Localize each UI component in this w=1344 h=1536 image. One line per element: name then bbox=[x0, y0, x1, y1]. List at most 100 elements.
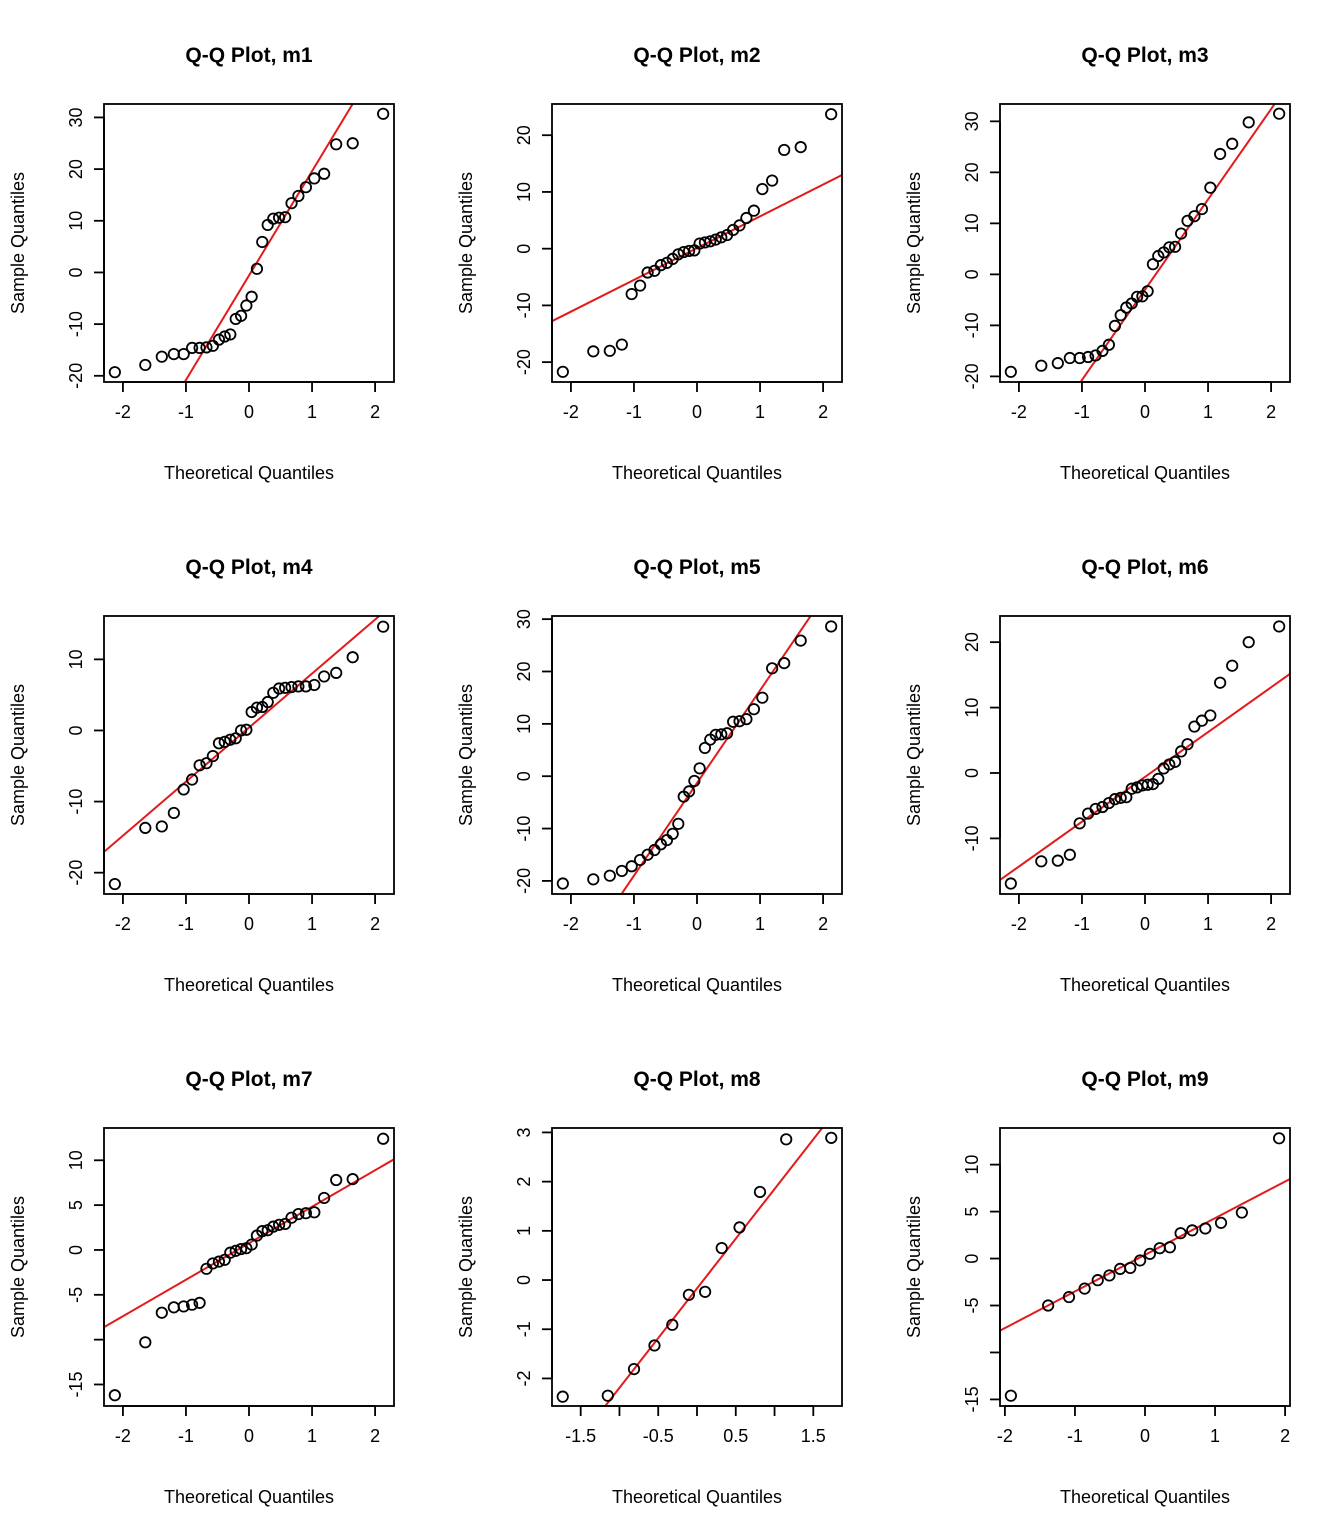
qq-point bbox=[1035, 359, 1048, 372]
qq-point bbox=[200, 757, 213, 770]
qq-point bbox=[1186, 1224, 1199, 1237]
qq-point bbox=[601, 1389, 614, 1402]
qq-point bbox=[740, 713, 753, 726]
qq-point bbox=[1204, 181, 1217, 194]
qq-point bbox=[1089, 802, 1102, 816]
qq-point bbox=[272, 1218, 286, 1231]
qq-point bbox=[1073, 817, 1086, 830]
y-tick-label: -10 bbox=[962, 312, 982, 338]
y-axis-label: Sample Quantiles bbox=[456, 172, 476, 314]
qq-point bbox=[299, 680, 313, 693]
x-tick-label: 1 bbox=[1210, 1426, 1220, 1446]
y-tick-label: -10 bbox=[66, 789, 86, 815]
qq-point bbox=[1078, 1282, 1091, 1295]
qq-point bbox=[794, 141, 807, 154]
qq-point bbox=[292, 189, 305, 203]
qq-point bbox=[185, 1298, 199, 1311]
qq-point bbox=[587, 873, 600, 886]
qq-panel-m7: Q-Q Plot, m7 -2 -1 0 1 2 Theoretical Quantiles… bbox=[8, 1068, 395, 1507]
qq-point bbox=[1242, 636, 1255, 649]
qq-point bbox=[285, 1211, 298, 1224]
qq-point bbox=[256, 235, 269, 249]
qq-point bbox=[672, 248, 685, 261]
qq-point bbox=[1226, 659, 1239, 672]
qq-panel-m9: Q-Q Plot, m9 -2 -1 0 1 2 Theoretical Quantiles… bbox=[904, 1068, 1291, 1507]
panel-title: Q-Q Plot, m8 bbox=[633, 1068, 761, 1091]
qq-point bbox=[709, 233, 722, 246]
qq-point bbox=[267, 1220, 280, 1233]
y-axis-label: Sample Quantiles bbox=[904, 1196, 924, 1338]
qq-point bbox=[1163, 241, 1176, 254]
qq-point bbox=[240, 723, 253, 736]
qq-point bbox=[1163, 758, 1176, 771]
qq-point bbox=[1199, 1222, 1212, 1235]
qq-point bbox=[279, 681, 292, 694]
x-tick-label: 1 bbox=[307, 914, 317, 934]
y-tick-label: 1 bbox=[514, 1226, 534, 1236]
qq-point bbox=[1004, 1389, 1017, 1402]
qq-point bbox=[1108, 319, 1122, 332]
qq-point bbox=[318, 167, 331, 180]
qq-point bbox=[1062, 1290, 1076, 1304]
x-tick-label: 1 bbox=[307, 1426, 317, 1446]
qq-point bbox=[299, 1207, 313, 1220]
y-tick-label: 30 bbox=[962, 111, 982, 131]
qq-point bbox=[1163, 1241, 1177, 1254]
y-tick-label: 2 bbox=[514, 1177, 534, 1187]
y-tick-label: 10 bbox=[514, 714, 534, 734]
x-axis: -2 -1 0 1 2 bbox=[563, 381, 828, 422]
qq-point bbox=[654, 259, 667, 272]
qq-point bbox=[1134, 1254, 1147, 1267]
y-tick-label: 30 bbox=[66, 107, 86, 127]
y-tick-label: -20 bbox=[514, 349, 534, 375]
y-tick-label: -10 bbox=[66, 311, 86, 337]
plot-frame bbox=[551, 615, 843, 895]
qq-point bbox=[715, 1241, 728, 1255]
y-axis-label: Sample Quantiles bbox=[456, 684, 476, 826]
qq-point bbox=[318, 1191, 331, 1205]
x-axis: -2 -1 0 1 2 bbox=[563, 893, 828, 934]
qq-point bbox=[206, 339, 219, 352]
y-tick-label: -15 bbox=[962, 1386, 982, 1412]
qq-point bbox=[682, 244, 696, 258]
qq-point bbox=[155, 1306, 168, 1319]
qq-point bbox=[167, 806, 180, 820]
panel-title: Q-Q Plot, m3 bbox=[1081, 44, 1208, 67]
qq-point bbox=[733, 715, 746, 728]
y-tick-label: 0 bbox=[962, 1254, 982, 1264]
y-tick-label: 20 bbox=[66, 159, 86, 179]
qq-point bbox=[108, 1389, 121, 1402]
qq-point bbox=[641, 266, 654, 279]
y-axis: -2 -1 0 1 2 3 bbox=[514, 1127, 553, 1386]
qq-point bbox=[1073, 351, 1086, 365]
y-axis: -20 -10 0 10 bbox=[66, 649, 105, 886]
qq-point bbox=[279, 1217, 292, 1231]
x-tick-label: 0.5 bbox=[723, 1426, 748, 1446]
qq-point bbox=[1242, 116, 1255, 129]
qq-point bbox=[747, 204, 761, 217]
qq-point bbox=[1096, 800, 1109, 814]
qq-point bbox=[308, 678, 321, 692]
qq-point bbox=[698, 236, 712, 249]
qq-point bbox=[250, 701, 264, 714]
qq-point bbox=[346, 651, 359, 664]
qq-point bbox=[1235, 1206, 1248, 1219]
y-tick-label: -20 bbox=[514, 868, 534, 894]
qq-point bbox=[1035, 855, 1048, 868]
qq-point bbox=[167, 1301, 180, 1314]
panel-title: Q-Q Plot, m5 bbox=[633, 556, 761, 579]
x-axis-label: Theoretical Quantiles bbox=[1060, 975, 1230, 995]
x-axis: -1.5 -0.5 0.5 1.5 bbox=[565, 1405, 826, 1446]
qq-point bbox=[1195, 714, 1209, 727]
y-tick-label: -15 bbox=[66, 1371, 86, 1397]
qq-point bbox=[1102, 338, 1115, 351]
x-axis-label: Theoretical Quantiles bbox=[612, 463, 782, 483]
x-tick-label: 0 bbox=[244, 914, 254, 934]
panel-title: Q-Q Plot, m2 bbox=[633, 44, 760, 67]
qq-point bbox=[778, 143, 791, 157]
x-tick-label: -0.5 bbox=[643, 1426, 674, 1446]
x-tick-label: 1 bbox=[1203, 402, 1213, 422]
qq-point bbox=[224, 328, 237, 341]
